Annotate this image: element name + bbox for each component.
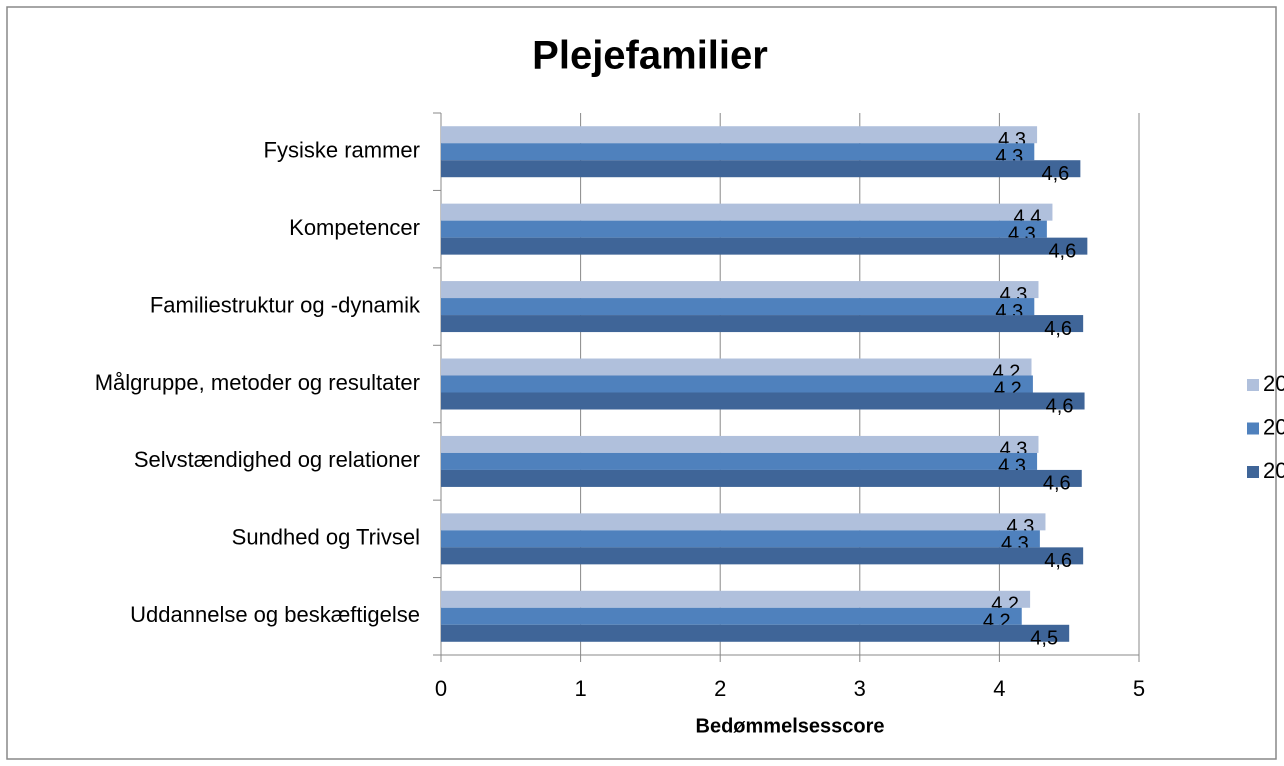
value-label: 4,6 bbox=[1048, 240, 1076, 262]
bar bbox=[441, 607, 1022, 625]
y-tick-label: Målgruppe, metoder og resultater bbox=[95, 370, 420, 395]
bar bbox=[441, 281, 1039, 299]
bar bbox=[441, 160, 1081, 178]
value-label: 4,5 bbox=[1030, 628, 1058, 650]
bar bbox=[441, 392, 1085, 410]
y-tick-label: Fysiske rammer bbox=[264, 138, 420, 163]
y-tick-label: Kompetencer bbox=[289, 215, 420, 240]
legend-swatch bbox=[1247, 466, 1259, 478]
bar bbox=[441, 547, 1084, 565]
x-tick-label: 4 bbox=[993, 676, 1005, 701]
bar bbox=[441, 452, 1038, 470]
bar bbox=[441, 315, 1084, 333]
bar bbox=[441, 358, 1032, 376]
value-label: 4,6 bbox=[1044, 318, 1072, 340]
y-tick-label: Sundhed og Trivsel bbox=[232, 525, 420, 550]
bar bbox=[441, 624, 1070, 642]
legend-swatch bbox=[1247, 422, 1259, 435]
x-tick-label: 0 bbox=[435, 676, 447, 701]
x-tick-label: 5 bbox=[1133, 676, 1145, 701]
x-tick-label: 3 bbox=[854, 676, 866, 701]
bar bbox=[441, 590, 1031, 608]
legend-label: 2019 bbox=[1263, 414, 1284, 439]
value-label: 4,6 bbox=[1043, 473, 1071, 495]
bar bbox=[441, 237, 1088, 255]
bar bbox=[441, 530, 1040, 548]
y-tick-label: Familiestruktur og -dynamik bbox=[150, 292, 421, 317]
bar bbox=[441, 375, 1033, 393]
bar bbox=[441, 220, 1047, 238]
bar bbox=[441, 126, 1038, 144]
x-tick-label: 2 bbox=[714, 676, 726, 701]
x-tick-label: 1 bbox=[574, 676, 586, 701]
bar bbox=[441, 143, 1035, 161]
x-axis-label: Bedømmelsesscore bbox=[696, 715, 885, 737]
legend-swatch bbox=[1247, 379, 1259, 391]
y-tick-label: Uddannelse og beskæftigelse bbox=[130, 602, 420, 627]
legend-label: 2018 bbox=[1263, 371, 1284, 396]
value-label: 4,6 bbox=[1041, 163, 1069, 185]
bar bbox=[441, 298, 1035, 316]
bar bbox=[441, 203, 1053, 221]
bar bbox=[441, 513, 1046, 531]
bar bbox=[441, 435, 1039, 453]
chart-title: Plejefamilier bbox=[532, 34, 768, 78]
value-label: 4,6 bbox=[1044, 550, 1072, 572]
value-label: 4,6 bbox=[1046, 395, 1074, 417]
y-tick-label: Selvstændighed og relationer bbox=[134, 447, 420, 472]
bar bbox=[441, 469, 1082, 487]
